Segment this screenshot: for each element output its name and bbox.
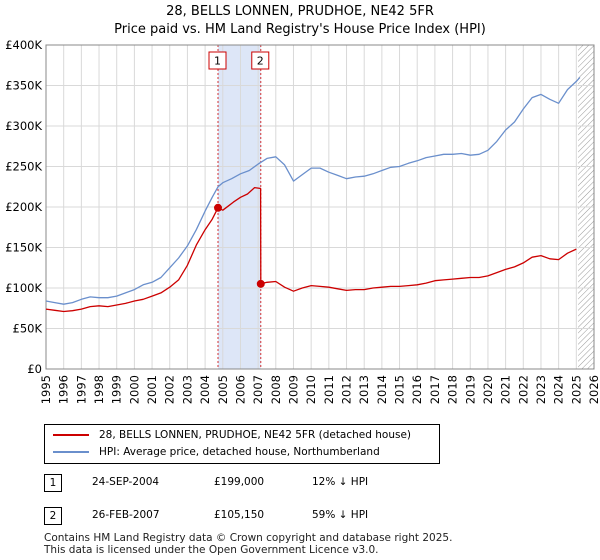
sale-point [214, 203, 223, 212]
transaction-hpi-diff: 12% ↓ HPI [312, 476, 369, 488]
legend-property-swatch [53, 434, 89, 436]
x-tick-label: 2014 [375, 375, 389, 404]
transaction-marker-box [251, 51, 270, 70]
transaction-number-badge: 2 [44, 507, 62, 525]
x-tick-label: 2017 [428, 375, 442, 404]
y-tick-label: £300K [5, 119, 42, 133]
x-tick-label: 2020 [481, 375, 495, 404]
y-tick-label: £350K [5, 79, 42, 93]
legend-hpi-label: HPI: Average price, detached house, Nort… [99, 446, 380, 458]
x-tick-label: 1998 [92, 375, 106, 404]
x-tick-label: 2023 [534, 375, 548, 404]
plot-frame [45, 44, 595, 370]
hpi-line [45, 76, 581, 305]
x-tick-label: 2024 [552, 375, 566, 404]
y-tick-label: £400K [5, 38, 42, 52]
footer-licence: This data is licensed under the Open Gov… [44, 544, 379, 556]
x-tick-label: 1995 [39, 375, 53, 404]
x-tick-label: 2010 [304, 375, 318, 404]
transaction-marker-label: 1 [214, 55, 221, 68]
transaction-price: £105,150 [214, 509, 265, 521]
legend-hpi-swatch [53, 451, 89, 453]
x-tick-label: 2012 [340, 375, 354, 404]
x-tick-label: 2026 [587, 375, 600, 404]
x-tick-label: 1996 [57, 375, 71, 404]
price-chart: £0 £50K £100K £150K £200K £250K £300K £350K £400… [5, 38, 600, 404]
x-tick-label: 2009 [286, 375, 300, 404]
legend-item-hpi: HPI: Average price, detached house, Nort… [53, 444, 380, 460]
transaction-date: 26-FEB-2007 [92, 509, 160, 521]
x-tick-label: 2025 [569, 375, 583, 404]
x-tick-label: 2015 [393, 375, 407, 404]
y-tick-label: £150K [5, 241, 42, 255]
transaction-number-badge: 1 [44, 474, 62, 492]
x-tick-label: 2013 [357, 375, 371, 404]
x-tick-label: 2016 [410, 375, 424, 404]
transaction-marker-label: 2 [257, 55, 264, 68]
x-tick-label: 2006 [233, 375, 247, 404]
x-tick-label: 2019 [463, 375, 477, 404]
x-tick-label: 2021 [499, 375, 513, 404]
y-tick-label: £250K [5, 160, 42, 174]
x-tick-label: 2007 [251, 375, 265, 404]
chart-title: 28, BELLS LONNEN, PRUDHOE, NE42 5FR [166, 4, 434, 19]
chart-subtitle: Price paid vs. HM Land Registry's House … [114, 22, 486, 37]
x-tick-label: 2001 [145, 375, 159, 404]
y-tick-label: £200K [5, 200, 42, 214]
transaction-price: £199,000 [214, 476, 265, 488]
sale-point [256, 279, 265, 288]
x-tick-label: 2000 [127, 375, 141, 404]
legend-item-property: 28, BELLS LONNEN, PRUDHOE, NE42 5FR (det… [53, 427, 411, 443]
x-tick-label: 2018 [446, 375, 460, 404]
x-tick-label: 1999 [110, 375, 124, 404]
x-tick-label: 2008 [269, 375, 283, 404]
footer-copyright: Contains HM Land Registry data © Crown c… [44, 532, 453, 544]
x-tick-label: 2002 [163, 375, 177, 404]
x-tick-label: 2011 [322, 375, 336, 404]
transaction-marker-box [208, 51, 227, 70]
transaction-date: 24-SEP-2004 [92, 476, 160, 488]
transaction-hpi-diff: 59% ↓ HPI [312, 509, 369, 521]
y-tick-label: £50K [13, 322, 43, 336]
x-tick-label: 2003 [180, 375, 194, 404]
x-tick-label: 2005 [216, 375, 230, 404]
x-tick-label: 2022 [516, 375, 530, 404]
property-price-line [45, 186, 577, 313]
x-tick-label: 2004 [198, 375, 212, 404]
x-tick-label: 1997 [74, 375, 88, 404]
chart-legend: 28, BELLS LONNEN, PRUDHOE, NE42 5FR (det… [44, 424, 440, 464]
y-tick-label: £100K [5, 281, 42, 295]
legend-property-label: 28, BELLS LONNEN, PRUDHOE, NE42 5FR (det… [99, 429, 412, 441]
y-tick-label: £0 [27, 362, 42, 376]
